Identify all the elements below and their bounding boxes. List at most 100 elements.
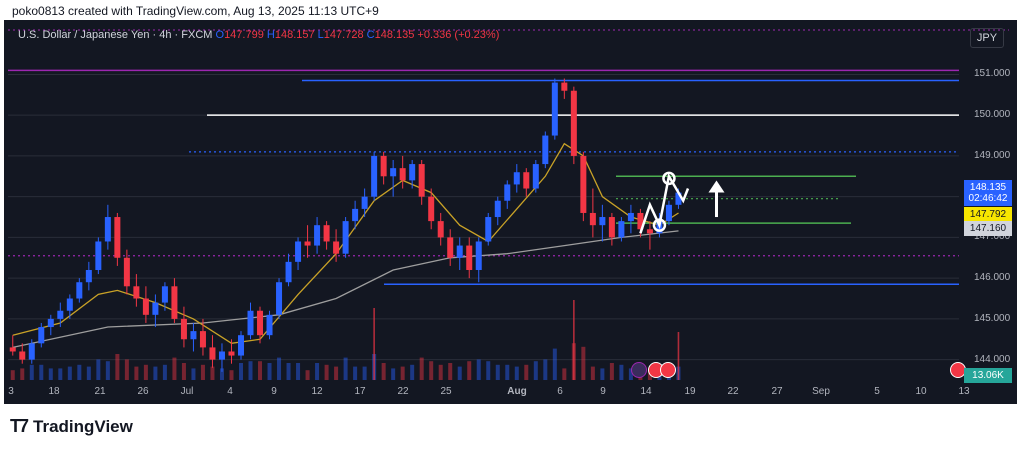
volume-bar xyxy=(267,363,272,380)
candle-body xyxy=(485,217,492,242)
candle-body xyxy=(114,217,121,258)
candle-body xyxy=(513,172,520,185)
candle-body xyxy=(675,192,682,205)
volume-bar xyxy=(200,364,205,380)
candle-body xyxy=(532,164,539,189)
time-tick-label: 4 xyxy=(227,386,233,397)
candle-body xyxy=(570,90,577,156)
time-tick-label: 18 xyxy=(48,386,60,397)
candle-body xyxy=(608,217,615,238)
volume-bar xyxy=(229,370,234,380)
volume-bar xyxy=(600,368,605,380)
price-tick-label: 146.000 xyxy=(974,272,1011,284)
volume-bar xyxy=(20,368,25,380)
h-label: H xyxy=(266,29,275,41)
tradingview-logo[interactable]: T7 TradingView xyxy=(10,416,133,437)
volume-bar xyxy=(248,361,253,380)
candle-body xyxy=(152,302,159,315)
time-tick-label: 9 xyxy=(600,386,606,397)
volume-bar xyxy=(467,361,472,380)
candle-body xyxy=(133,286,140,299)
volume-badge: 13.06K xyxy=(964,368,1012,383)
lightning-icon[interactable] xyxy=(631,362,647,378)
candle-body xyxy=(247,310,254,336)
volume-bar xyxy=(410,364,415,380)
candle-body xyxy=(456,245,463,258)
candle-body xyxy=(295,241,302,262)
time-tick-label: 13 xyxy=(958,386,970,397)
chart-frame[interactable]: U.S. Dollar / Japanese Yen · 4h · FXCM O… xyxy=(4,20,1017,404)
candle-body xyxy=(57,310,64,319)
volume-bar xyxy=(324,364,329,380)
candle-body xyxy=(428,196,435,222)
candle-body xyxy=(123,257,130,287)
time-tick-label: 9 xyxy=(271,386,277,397)
price-tick-label: 145.000 xyxy=(974,312,1011,324)
time-tick-label: 21 xyxy=(94,386,106,397)
price-tick-label: 147.000 xyxy=(974,231,1011,243)
high-value: 148.157 xyxy=(274,29,315,41)
volume-bar xyxy=(381,363,386,380)
volume-bar xyxy=(562,368,567,380)
symbol-name: U.S. Dollar / Japanese Yen · 4h · FXCM xyxy=(18,29,213,41)
volume-bar xyxy=(277,357,282,380)
attribution-line: poko0813 created with TradingView.com, A… xyxy=(12,4,379,18)
candle-body xyxy=(637,212,644,230)
volume-bar xyxy=(400,366,405,380)
volume-bar xyxy=(619,364,624,380)
price-tick-label: 149.000 xyxy=(974,149,1011,161)
candle-body xyxy=(66,298,73,311)
candle-body xyxy=(190,331,197,340)
volume-bar xyxy=(143,364,148,380)
currency-button[interactable]: JPY xyxy=(970,28,1004,48)
candle-body xyxy=(466,245,473,270)
volume-bar xyxy=(181,363,186,380)
volume-bar xyxy=(486,361,491,380)
candle-body xyxy=(361,196,368,209)
time-tick-label: 25 xyxy=(440,386,452,397)
volume-bar xyxy=(628,368,633,380)
low-value: 147.728 xyxy=(323,29,364,41)
volume-bar xyxy=(162,364,167,380)
candle-body xyxy=(646,229,653,234)
candle-body xyxy=(209,347,216,360)
volume-bar xyxy=(353,366,358,380)
volume-bar xyxy=(543,359,548,380)
candle-body xyxy=(418,164,425,197)
volume-bar xyxy=(495,364,500,380)
volume-bar xyxy=(476,359,481,380)
time-tick-label: 6 xyxy=(557,386,563,397)
price-tag: 148.135 02:46:42 xyxy=(964,180,1012,206)
volume-bar xyxy=(552,348,557,380)
candle-body xyxy=(665,204,672,222)
candle-body xyxy=(599,217,606,226)
price-chart[interactable] xyxy=(4,20,1017,404)
countdown-label: 02:46:42 xyxy=(968,193,1008,204)
volume-bar xyxy=(514,366,519,380)
time-tick-label: 3 xyxy=(8,386,14,397)
time-tick-label: 26 xyxy=(137,386,149,397)
candle-body xyxy=(399,168,406,181)
volume-bar xyxy=(238,363,243,380)
candle-body xyxy=(218,351,225,360)
candle-body xyxy=(19,351,26,360)
candle-body xyxy=(180,318,187,340)
volume-spike xyxy=(573,300,575,380)
candle-body xyxy=(561,82,568,91)
volume-bar xyxy=(581,346,586,380)
o-label: O xyxy=(215,29,225,41)
candle-body xyxy=(371,155,378,197)
volume-bar xyxy=(153,366,158,380)
volume-bar xyxy=(296,363,301,380)
tv-logo-icon: T7 xyxy=(10,416,29,436)
candle-body xyxy=(475,241,482,270)
time-tick-label: Aug xyxy=(507,386,527,397)
time-tick-label: 14 xyxy=(640,386,652,397)
candle-body xyxy=(47,318,54,328)
time-tick-label: 22 xyxy=(397,386,409,397)
candle-body xyxy=(323,225,330,242)
volume-bar xyxy=(533,361,538,380)
candle-body xyxy=(142,298,149,315)
jp-flag-icon[interactable] xyxy=(660,362,676,378)
candle-body xyxy=(627,212,634,222)
